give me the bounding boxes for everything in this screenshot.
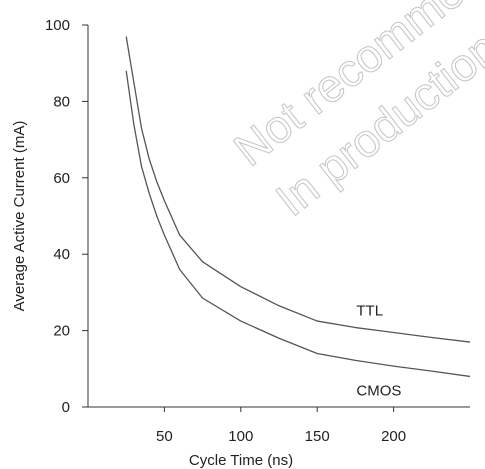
series-labels: TTL CMOS xyxy=(356,303,401,400)
ticks: 0 20 40 60 80 100 50 100 150 200 xyxy=(45,17,406,445)
watermark: Not recommended for new designs In produ… xyxy=(224,0,485,226)
series-line-ttl xyxy=(125,36,471,343)
y-tick-label: 80 xyxy=(53,93,70,110)
axes xyxy=(87,25,470,408)
x-tick-label: 100 xyxy=(228,428,253,445)
x-axis-title: Cycle Time (ns) xyxy=(189,452,293,469)
y-tick-label: 100 xyxy=(45,17,70,34)
x-tick-label: 50 xyxy=(156,428,173,445)
y-tick-label: 0 xyxy=(62,399,70,416)
series-line-cmos xyxy=(125,70,471,378)
y-tick-label: 40 xyxy=(53,246,70,263)
x-tick-label: 150 xyxy=(305,428,330,445)
y-tick-label: 20 xyxy=(53,323,70,340)
series-label-ttl: TTL xyxy=(356,303,383,320)
y-axis-title: Average Active Current (mA) xyxy=(11,121,28,312)
series-label-cmos: CMOS xyxy=(356,383,401,400)
x-tick-label: 200 xyxy=(381,428,406,445)
series xyxy=(125,36,471,378)
y-tick-label: 60 xyxy=(53,170,70,187)
